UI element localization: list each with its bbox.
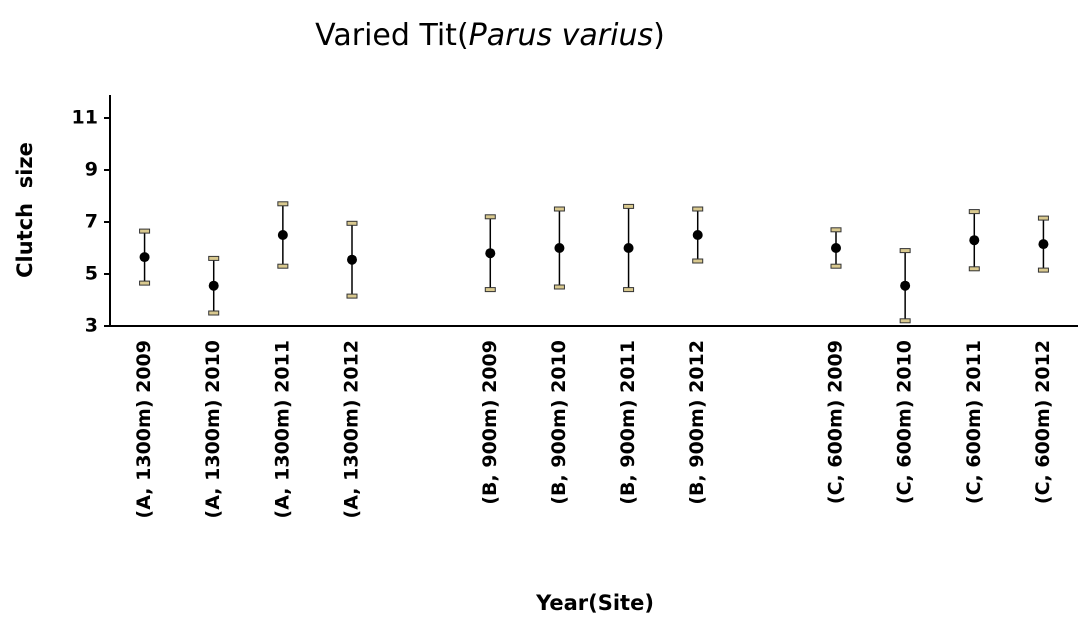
error-cap — [139, 280, 151, 286]
mean-dot — [208, 280, 219, 291]
mean-dot — [485, 248, 496, 259]
chart-title: Varied Tit(Parus varius) — [315, 18, 665, 53]
error-cap — [899, 248, 911, 254]
x-tick-label: (B, 900m) 2010 — [548, 340, 570, 505]
y-tick-label: 3 — [85, 315, 98, 337]
x-tick-label: (A, 1300m) 2012 — [341, 340, 363, 518]
error-cap — [1037, 215, 1049, 221]
error-cap — [830, 227, 842, 233]
x-tick-label: (C, 600m) 2012 — [1032, 340, 1054, 504]
title-part: Parus varius — [469, 18, 653, 53]
error-cap — [692, 258, 704, 264]
error-cap — [692, 206, 704, 212]
error-cap — [208, 310, 220, 316]
title-part: Varied Tit( — [315, 18, 469, 53]
x-tick-label: (A, 1300m) 2010 — [202, 340, 224, 518]
mean-dot — [554, 243, 565, 253]
error-cap — [623, 203, 635, 209]
error-cap — [139, 228, 151, 234]
x-tick-label: (A, 1300m) 2009 — [133, 340, 155, 518]
mean-dot — [692, 230, 703, 240]
error-cap — [277, 201, 289, 207]
mean-dot — [139, 252, 150, 263]
error-cap — [346, 293, 358, 299]
error-cap — [484, 214, 496, 220]
x-tick-label: (B, 900m) 2009 — [479, 340, 501, 505]
error-cap — [623, 287, 635, 293]
error-cap — [208, 255, 220, 261]
error-cap — [1037, 267, 1049, 273]
y-tick-label: 7 — [85, 211, 98, 233]
y-tick-label: 9 — [85, 159, 98, 181]
error-cap — [968, 209, 980, 215]
error-cap — [968, 266, 980, 272]
x-tick-label: (C, 600m) 2010 — [894, 340, 916, 504]
mean-dot — [1038, 239, 1049, 250]
x-axis-label: Year(Site) — [535, 591, 654, 615]
error-cap — [484, 287, 496, 293]
x-tick-label: (C, 600m) 2011 — [963, 340, 985, 504]
mean-dot — [277, 230, 288, 240]
y-axis-label: Clutch size — [13, 142, 37, 278]
x-tick-label: (C, 600m) 2009 — [825, 340, 847, 504]
error-cap — [346, 220, 358, 226]
error-cap — [553, 284, 565, 290]
error-cap — [553, 206, 565, 212]
mean-dot — [623, 243, 634, 253]
mean-dot — [347, 254, 357, 265]
x-tick-label: (A, 1300m) 2011 — [271, 340, 293, 518]
mean-dot — [900, 280, 911, 291]
y-tick-label: 11 — [72, 107, 98, 129]
error-cap — [277, 263, 289, 269]
error-cap — [899, 318, 911, 324]
error-cap — [830, 263, 842, 269]
mean-dot — [831, 243, 841, 253]
title-part: ) — [653, 18, 665, 53]
x-tick-label: (B, 900m) 2011 — [617, 340, 639, 505]
x-tick-label: (B, 900m) 2012 — [686, 340, 708, 505]
y-tick-label: 5 — [85, 263, 98, 285]
mean-dot — [969, 235, 980, 246]
